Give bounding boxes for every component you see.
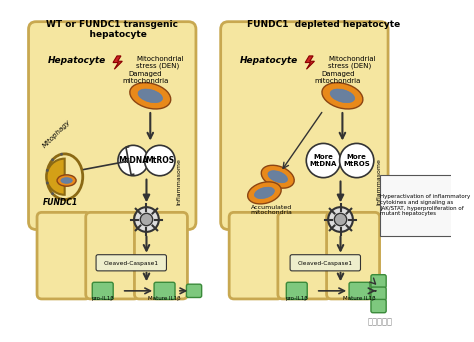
Ellipse shape: [268, 171, 288, 183]
Text: More
MtROS: More MtROS: [343, 154, 370, 167]
Circle shape: [51, 158, 54, 161]
Text: More
MtDNA: More MtDNA: [310, 154, 337, 167]
Circle shape: [46, 182, 49, 184]
Text: MtROS: MtROS: [145, 156, 174, 165]
FancyBboxPatch shape: [381, 175, 470, 236]
Text: Mitochondrial
stress (DEN): Mitochondrial stress (DEN): [136, 56, 183, 69]
Wedge shape: [46, 159, 64, 195]
FancyBboxPatch shape: [278, 212, 331, 299]
Ellipse shape: [61, 177, 73, 183]
Text: Cleaved-Caspase1: Cleaved-Caspase1: [104, 261, 159, 266]
FancyBboxPatch shape: [371, 275, 386, 288]
Text: Cleaved-Caspase1: Cleaved-Caspase1: [298, 261, 353, 266]
FancyBboxPatch shape: [290, 255, 361, 271]
Circle shape: [46, 169, 49, 172]
FancyBboxPatch shape: [229, 212, 282, 299]
Text: Mature IL1β: Mature IL1β: [148, 296, 181, 301]
FancyBboxPatch shape: [221, 22, 388, 229]
FancyBboxPatch shape: [349, 282, 370, 299]
FancyBboxPatch shape: [327, 212, 380, 299]
Circle shape: [60, 198, 63, 201]
Ellipse shape: [247, 182, 281, 204]
Text: Mitophagy: Mitophagy: [42, 119, 72, 149]
FancyBboxPatch shape: [28, 22, 196, 229]
Circle shape: [134, 207, 159, 232]
FancyBboxPatch shape: [135, 212, 187, 299]
FancyBboxPatch shape: [92, 282, 113, 299]
Polygon shape: [305, 56, 314, 69]
Circle shape: [145, 145, 175, 176]
Ellipse shape: [57, 175, 76, 186]
Circle shape: [118, 145, 148, 176]
Text: Inflammasome: Inflammasome: [176, 158, 182, 205]
Circle shape: [51, 192, 54, 195]
FancyBboxPatch shape: [286, 282, 307, 299]
Circle shape: [328, 207, 353, 232]
Circle shape: [140, 213, 153, 226]
Circle shape: [339, 143, 374, 177]
Circle shape: [334, 213, 346, 226]
Text: Inflammasome: Inflammasome: [376, 158, 381, 205]
Text: Mature IL1β: Mature IL1β: [343, 296, 376, 301]
Ellipse shape: [130, 83, 171, 109]
FancyBboxPatch shape: [86, 212, 139, 299]
FancyBboxPatch shape: [37, 212, 90, 299]
FancyBboxPatch shape: [371, 299, 386, 313]
Text: Accumulated
mitochondria: Accumulated mitochondria: [250, 205, 292, 215]
Text: Damaged
mitochondria: Damaged mitochondria: [314, 71, 361, 84]
FancyBboxPatch shape: [186, 284, 201, 298]
Ellipse shape: [330, 89, 355, 103]
Ellipse shape: [138, 89, 163, 103]
FancyBboxPatch shape: [96, 255, 166, 271]
FancyBboxPatch shape: [154, 282, 175, 299]
Text: FUNDC1  depleted hepatocyte: FUNDC1 depleted hepatocyte: [247, 20, 400, 29]
Text: 中国高科技: 中国高科技: [368, 318, 393, 327]
Text: Mitochondrial
stress (DEN): Mitochondrial stress (DEN): [328, 56, 376, 69]
Ellipse shape: [322, 83, 363, 109]
Ellipse shape: [255, 187, 274, 199]
Text: WT or FUNDC1 transgenic
    hepatocyte: WT or FUNDC1 transgenic hepatocyte: [46, 20, 178, 39]
Text: pro-IL1β: pro-IL1β: [91, 296, 114, 301]
Text: MtDNA: MtDNA: [118, 156, 148, 165]
Ellipse shape: [261, 165, 294, 188]
Circle shape: [60, 153, 63, 156]
Circle shape: [306, 143, 340, 177]
Text: Hepatocyte: Hepatocyte: [240, 56, 298, 65]
FancyBboxPatch shape: [371, 287, 386, 300]
Text: pro-IL1β: pro-IL1β: [285, 296, 308, 301]
Polygon shape: [113, 56, 122, 69]
Text: FUNDC1: FUNDC1: [42, 198, 77, 207]
Text: Hepatocyte: Hepatocyte: [47, 56, 106, 65]
Text: Damaged
mitochondria: Damaged mitochondria: [122, 71, 169, 84]
Text: Hyperactivation of inflammatory
cytokines and signaling as
JAK/STAT, hyperprolif: Hyperactivation of inflammatory cytokine…: [380, 194, 470, 216]
